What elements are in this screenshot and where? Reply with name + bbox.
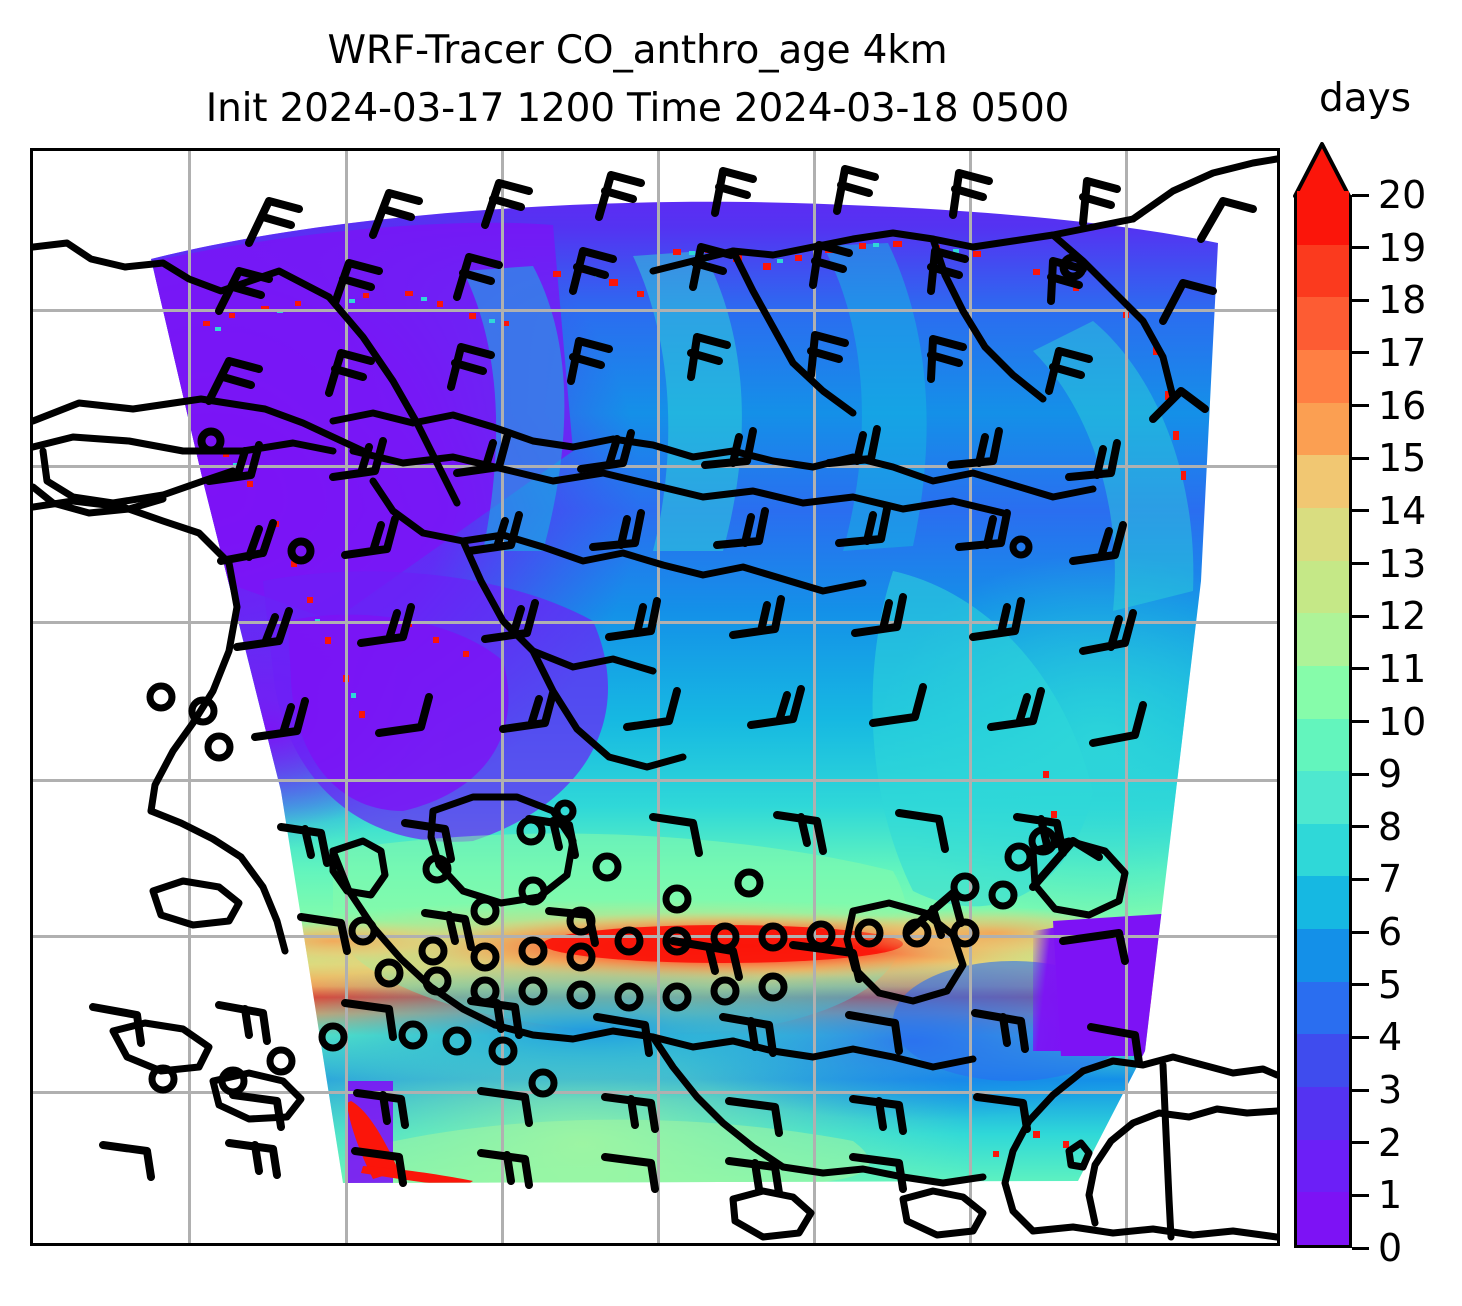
gridline-vertical bbox=[345, 151, 348, 1243]
colorbar-tick-label: 12 bbox=[1378, 594, 1427, 639]
colorbar-tick-label: 18 bbox=[1378, 278, 1427, 323]
map-axes[interactable] bbox=[30, 148, 1280, 1246]
colorbar-tick bbox=[1352, 720, 1369, 723]
colorbar-band bbox=[1297, 1191, 1349, 1245]
colorbar-tick-label: 20 bbox=[1378, 173, 1427, 217]
colorbar-tick bbox=[1352, 667, 1369, 671]
figure-title: WRF-Tracer CO_anthro_age 4km Init 2024-0… bbox=[205, 28, 1070, 131]
colorbar-band bbox=[1297, 927, 1349, 982]
colorbar-band bbox=[1297, 611, 1349, 666]
colorbar-tick-label: 10 bbox=[1378, 699, 1427, 744]
coastlines-and-wind-barbs bbox=[33, 155, 1277, 1241]
colorbar-band bbox=[1297, 1085, 1349, 1140]
colorbar-tick bbox=[1352, 1141, 1369, 1145]
colorbar-tick-label: 8 bbox=[1378, 804, 1403, 849]
colorbar-tick-label: 16 bbox=[1378, 383, 1427, 428]
colorbar-band bbox=[1297, 348, 1349, 403]
colorbar-tick bbox=[1352, 562, 1369, 566]
colorbar-tick bbox=[1352, 1088, 1369, 1092]
colorbar-tick bbox=[1352, 825, 1369, 829]
colorbar-band bbox=[1297, 243, 1349, 298]
colorbar-tick-label: 1 bbox=[1378, 1173, 1403, 1218]
coastline-layer bbox=[33, 155, 1277, 1241]
colorbar-tick-label: 13 bbox=[1378, 541, 1427, 586]
colorbar-tick bbox=[1352, 983, 1369, 987]
colorbar-tick bbox=[1352, 930, 1369, 934]
colorbar-band bbox=[1297, 1033, 1349, 1088]
colorbar-band bbox=[1297, 769, 1349, 824]
colorbar-tick-label: 0 bbox=[1378, 1226, 1403, 1270]
wind-barb-layer bbox=[89, 165, 1257, 1197]
colorbar-tick-label: 6 bbox=[1378, 910, 1403, 955]
colorbar-tick-label: 3 bbox=[1378, 1068, 1403, 1113]
colorbar-tick bbox=[1352, 404, 1369, 408]
colorbar-tick bbox=[1352, 1035, 1369, 1039]
gridline-vertical bbox=[1125, 151, 1128, 1243]
colorbar-tick bbox=[1352, 246, 1369, 250]
colorbar-label: days bbox=[1318, 76, 1412, 121]
gridline-horizontal bbox=[33, 465, 1277, 468]
gridline-vertical bbox=[657, 151, 660, 1243]
colorbar-band bbox=[1297, 822, 1349, 877]
colorbar-tick bbox=[1352, 456, 1369, 460]
colorbar-gradient[interactable] bbox=[1294, 190, 1352, 1248]
colorbar-band bbox=[1297, 401, 1349, 456]
colorbar-band bbox=[1297, 295, 1349, 350]
colorbar-tick bbox=[1352, 351, 1369, 355]
gridline-vertical bbox=[501, 151, 504, 1243]
colorbar-tick bbox=[1352, 1246, 1369, 1250]
colorbar-tick-label: 17 bbox=[1378, 330, 1427, 375]
colorbar-band bbox=[1297, 717, 1349, 772]
gridline-vertical bbox=[969, 151, 972, 1243]
gridline-horizontal bbox=[33, 309, 1277, 312]
gridline-vertical bbox=[188, 151, 191, 1243]
colorbar-band bbox=[1297, 875, 1349, 930]
colorbar-tick bbox=[1352, 1193, 1369, 1197]
gridline-horizontal bbox=[33, 935, 1277, 938]
gridline-horizontal bbox=[33, 779, 1277, 782]
colorbar-tick bbox=[1352, 193, 1369, 197]
gridline-vertical bbox=[813, 151, 816, 1243]
colorbar-tick-label: 2 bbox=[1378, 1120, 1403, 1165]
colorbar-band bbox=[1297, 980, 1349, 1035]
colorbar-tick-label: 15 bbox=[1378, 436, 1427, 481]
colorbar-tick-label: 9 bbox=[1378, 752, 1403, 797]
colorbar-tick-label: 5 bbox=[1378, 962, 1403, 1007]
colorbar-band bbox=[1297, 190, 1349, 245]
colorbar-band bbox=[1297, 664, 1349, 719]
colorbar-band bbox=[1297, 453, 1349, 508]
map-overlay bbox=[33, 151, 1277, 1243]
colorbar-tick-label: 4 bbox=[1378, 1015, 1403, 1060]
colorbar-tick-label: 14 bbox=[1378, 488, 1427, 533]
colorbar-band bbox=[1297, 506, 1349, 561]
colorbar-tick-label: 19 bbox=[1378, 225, 1427, 270]
calm-wind-markers bbox=[146, 253, 1087, 1098]
colorbar[interactable]: days 0 1 2 3 4 5 6 7 8 9 10 11 12 13 14 15 16 17 18 19 20 bbox=[1293, 76, 1454, 1267]
colorbar-tick bbox=[1352, 877, 1369, 881]
colorbar-tick-label: 11 bbox=[1378, 646, 1427, 691]
colorbar-band bbox=[1297, 559, 1349, 614]
colorbar-tick-label: 7 bbox=[1378, 857, 1403, 902]
colorbar-tick bbox=[1352, 614, 1369, 618]
colorbar-band bbox=[1297, 1138, 1349, 1193]
colorbar-extend-max-arrow bbox=[1293, 142, 1351, 198]
colorbar-tick bbox=[1352, 772, 1369, 776]
colorbar-tick bbox=[1352, 298, 1369, 302]
gridline-horizontal bbox=[33, 1091, 1277, 1094]
colorbar-tick bbox=[1352, 509, 1369, 513]
